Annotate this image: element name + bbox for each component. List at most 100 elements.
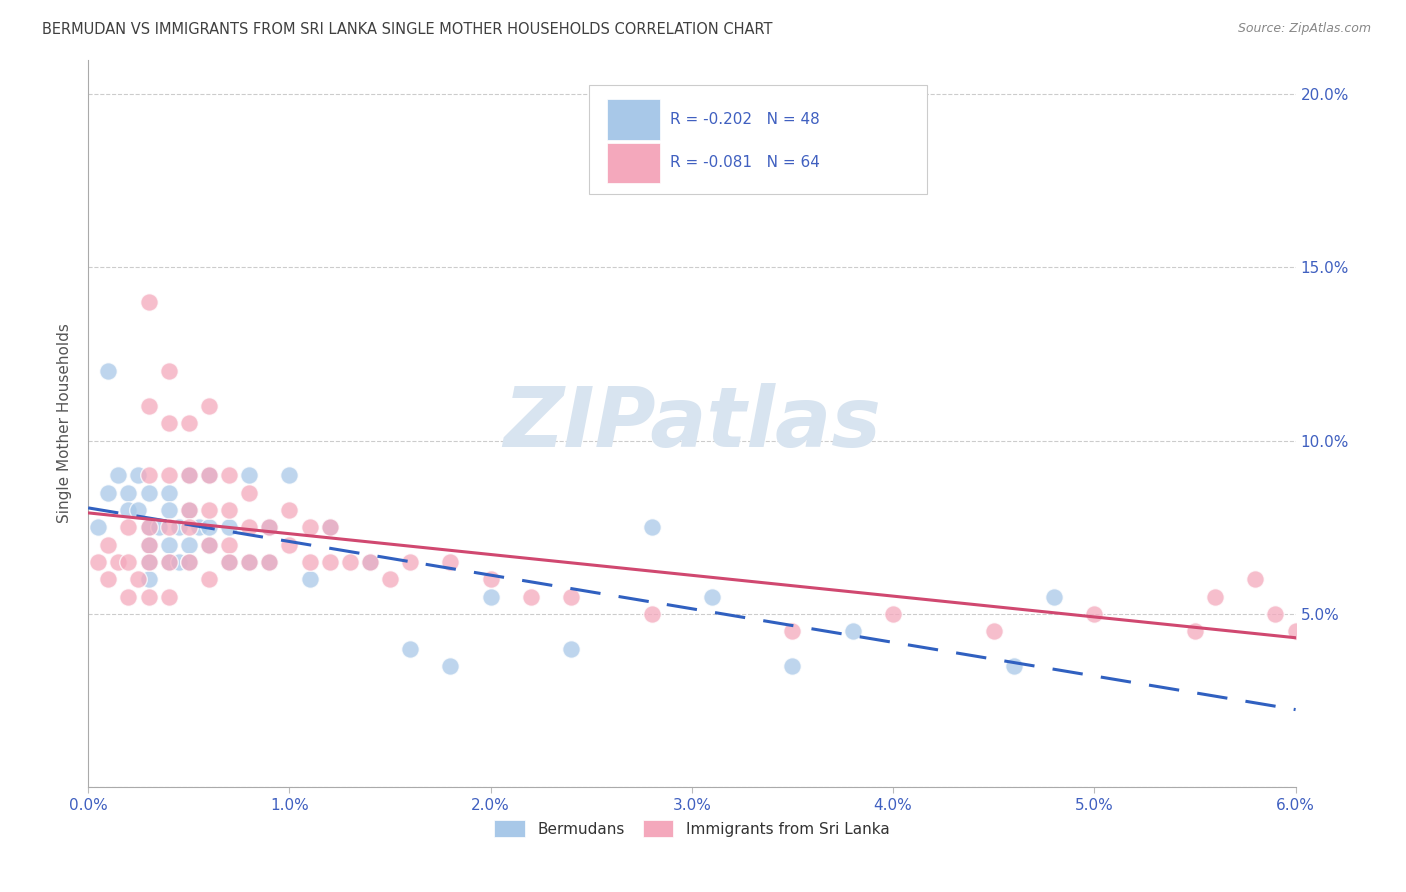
Point (127, 572, 149, 586)
Point (259, 520, 281, 534)
Point (399, 641, 422, 656)
FancyBboxPatch shape (589, 85, 928, 194)
Point (87, 555, 110, 569)
Point (640, 607, 662, 621)
Point (1002, 659, 1025, 673)
Point (359, 555, 381, 569)
Point (177, 555, 200, 569)
Point (399, 555, 422, 569)
Point (177, 555, 200, 569)
Point (97, 538, 120, 552)
Point (198, 399, 221, 413)
Point (157, 520, 180, 534)
Point (138, 295, 160, 310)
Point (198, 468, 221, 483)
Point (1184, 624, 1206, 639)
FancyBboxPatch shape (607, 99, 661, 140)
Point (157, 485, 180, 500)
Point (177, 503, 200, 517)
Point (1083, 607, 1105, 621)
Point (97, 364, 120, 378)
Point (138, 590, 160, 604)
Point (238, 555, 260, 569)
Point (177, 417, 200, 431)
Point (177, 468, 200, 483)
Point (117, 503, 139, 517)
Point (218, 555, 240, 569)
Point (97, 572, 120, 586)
Point (259, 555, 281, 569)
Point (138, 399, 160, 413)
Point (1284, 624, 1306, 639)
Point (157, 538, 180, 552)
Point (439, 659, 461, 673)
Point (238, 468, 260, 483)
Point (700, 590, 723, 604)
Text: R = -0.202   N = 48: R = -0.202 N = 48 (671, 112, 820, 127)
Point (198, 572, 221, 586)
Point (138, 520, 160, 534)
Point (167, 555, 190, 569)
Point (87, 520, 110, 534)
Point (640, 520, 662, 534)
FancyBboxPatch shape (607, 143, 661, 183)
Point (278, 503, 301, 517)
Point (278, 468, 301, 483)
Point (359, 555, 381, 569)
Point (218, 468, 240, 483)
Point (218, 503, 240, 517)
Point (218, 520, 240, 534)
Point (198, 503, 221, 517)
Point (882, 607, 904, 621)
Point (842, 624, 865, 639)
Point (318, 520, 340, 534)
Point (127, 468, 149, 483)
Point (238, 555, 260, 569)
Point (177, 503, 200, 517)
Point (157, 590, 180, 604)
Point (177, 468, 200, 483)
Point (107, 555, 129, 569)
Point (339, 555, 361, 569)
Point (167, 520, 190, 534)
Point (198, 520, 221, 534)
Point (138, 572, 160, 586)
Point (138, 538, 160, 552)
Legend: Bermudans, Immigrants from Sri Lanka: Bermudans, Immigrants from Sri Lanka (486, 812, 897, 845)
Point (177, 520, 200, 534)
Point (1204, 590, 1226, 604)
Point (983, 624, 1005, 639)
Point (238, 485, 260, 500)
Point (560, 590, 582, 604)
Point (238, 520, 260, 534)
Point (198, 538, 221, 552)
Text: Source: ZipAtlas.com: Source: ZipAtlas.com (1237, 22, 1371, 36)
Point (298, 520, 321, 534)
Point (1244, 572, 1267, 586)
Point (107, 468, 129, 483)
Point (378, 572, 401, 586)
Point (218, 555, 240, 569)
Point (138, 520, 160, 534)
Point (318, 555, 340, 569)
Point (198, 468, 221, 483)
Point (782, 624, 804, 639)
Point (479, 590, 502, 604)
Text: ZIPatlas: ZIPatlas (503, 383, 880, 464)
Point (138, 555, 160, 569)
Point (138, 538, 160, 552)
Point (318, 520, 340, 534)
Y-axis label: Single Mother Households: Single Mother Households (58, 324, 72, 524)
Point (218, 538, 240, 552)
Point (259, 520, 281, 534)
Point (177, 538, 200, 552)
Point (138, 555, 160, 569)
Point (157, 417, 180, 431)
Text: R = -0.081   N = 64: R = -0.081 N = 64 (671, 155, 820, 170)
Point (298, 572, 321, 586)
Point (1043, 590, 1066, 604)
Point (138, 485, 160, 500)
Point (298, 555, 321, 569)
Point (259, 555, 281, 569)
Point (1264, 607, 1286, 621)
